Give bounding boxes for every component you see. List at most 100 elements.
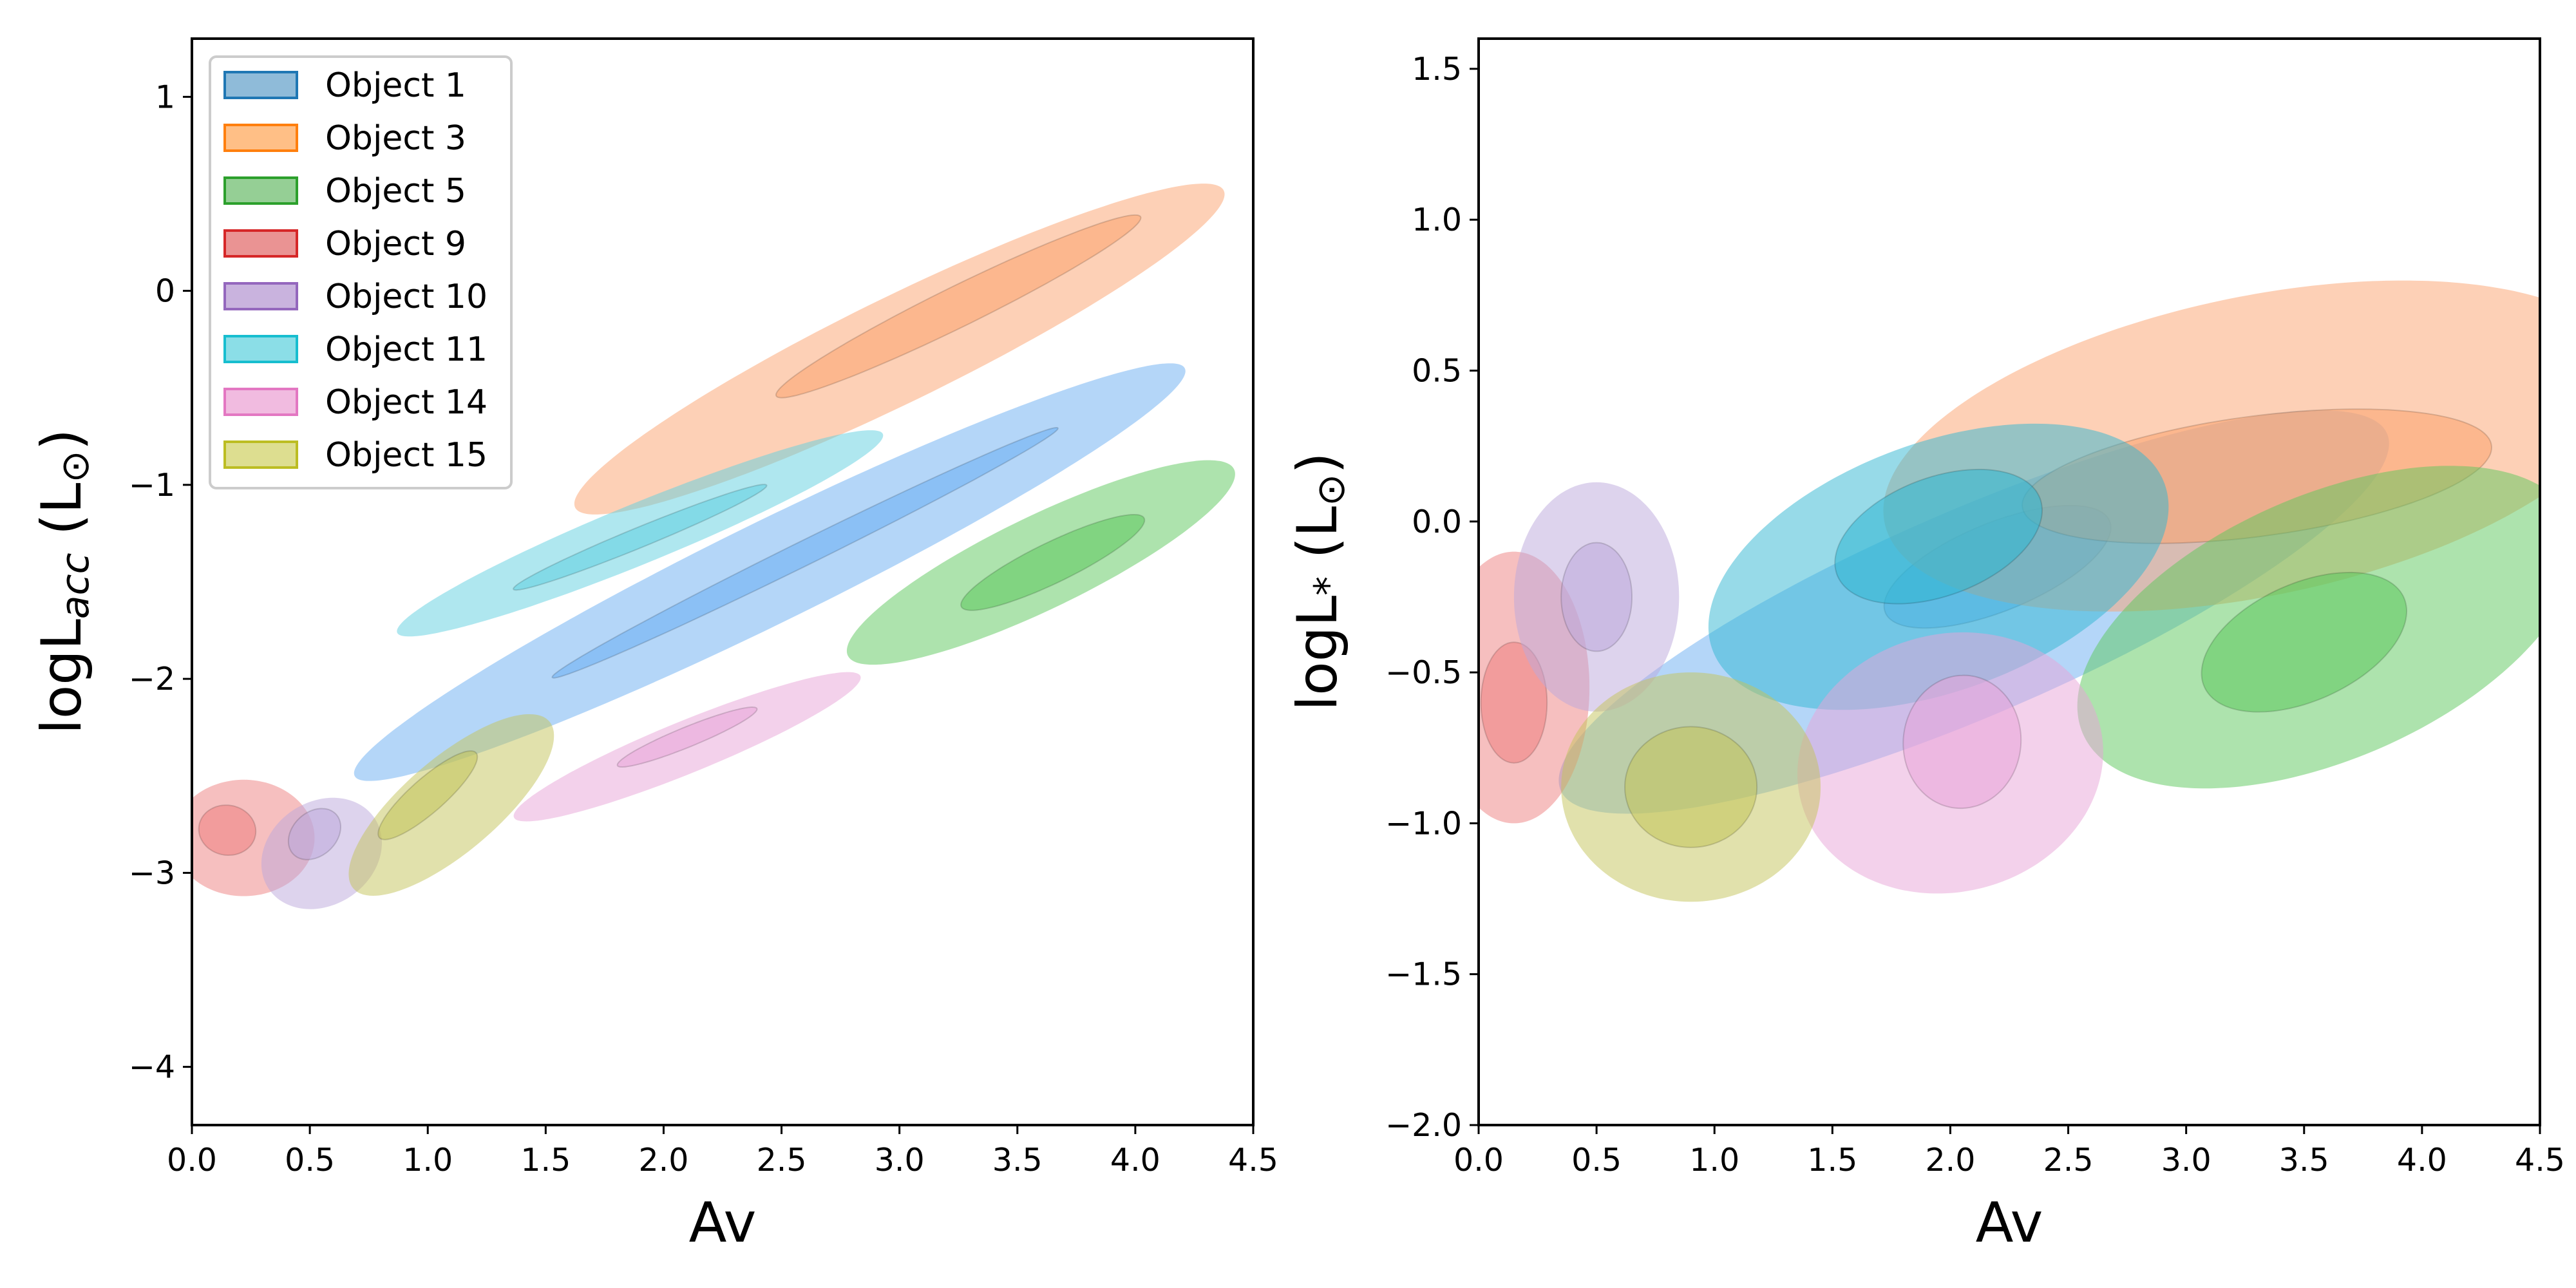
legend-label: Object 15 xyxy=(325,436,488,475)
series-object-5 xyxy=(846,460,1235,665)
y-tick-label: −1 xyxy=(129,467,175,504)
series-object-11 xyxy=(397,430,884,637)
y-tick-label: −1.5 xyxy=(1385,956,1462,993)
series-object-14 xyxy=(513,672,861,822)
x-tick-label: 1.5 xyxy=(520,1142,571,1179)
contour-inner-object-14 xyxy=(1902,674,2022,810)
series-object-14 xyxy=(1797,632,2103,894)
legend-label: Object 14 xyxy=(325,383,488,422)
stellar-luminosity-panel: 0.0 0.5 1.0 1.5 2.0 2.5 3.0 3.5 4.0 4.5 −2.0−1.5−… xyxy=(1285,37,2565,1255)
series-object-15 xyxy=(1561,672,1821,902)
x-ticks: 0.0 0.5 1.0 1.5 2.0 2.5 3.0 3.5 4.0 4.5 xyxy=(167,1125,1278,1179)
y-tick-label: 0.5 xyxy=(1412,352,1462,389)
y-tick-label: −0.5 xyxy=(1385,654,1462,691)
x-tick-label: 0.5 xyxy=(1571,1142,1622,1179)
x-tick-label: 0.5 xyxy=(285,1142,335,1179)
y-tick-label: 1.5 xyxy=(1412,51,1462,88)
y-ticks: −4 −3 −2 −1 0 1 xyxy=(129,79,192,1086)
y-tick-label: 1 xyxy=(155,79,175,115)
x-tick-label: 2.0 xyxy=(638,1142,688,1179)
accretion-luminosity-panel: 0.0 0.5 1.0 1.5 2.0 2.5 3.0 3.5 4.0 4.5 −4 −3 −2 −1 0… xyxy=(30,37,1278,1255)
series-object-10 xyxy=(1513,482,1680,712)
y-tick-label: −1.0 xyxy=(1385,805,1462,842)
legend-item: Object 9 xyxy=(223,225,466,263)
legend-label: Object 10 xyxy=(325,278,488,316)
x-tick-label: 0.0 xyxy=(167,1142,217,1179)
contour-inner-object-10 xyxy=(1560,542,1633,652)
series-object-5 xyxy=(2077,466,2540,789)
legend-item: Object 15 xyxy=(223,436,488,475)
legend-swatch xyxy=(223,440,298,469)
y-tick-label: −2 xyxy=(129,661,175,697)
legend-label: Object 5 xyxy=(325,172,466,211)
legend-swatch xyxy=(223,229,298,258)
contour-inner-object-1 xyxy=(551,426,1059,679)
series-object-3 xyxy=(574,184,1225,515)
x-axis-label: Av xyxy=(1976,1191,2043,1255)
legend-label: Object 1 xyxy=(325,66,466,105)
contour-inner-object-11 xyxy=(1834,468,2043,605)
x-tick-label: 4.5 xyxy=(2515,1142,2565,1179)
legend-swatch xyxy=(223,124,298,152)
x-tick-label: 3.5 xyxy=(2279,1142,2329,1179)
y-tick-label: 0 xyxy=(155,273,175,310)
x-ticks: 0.0 0.5 1.0 1.5 2.0 2.5 3.0 3.5 4.0 4.5 xyxy=(1454,1125,2565,1179)
legend-label: Object 9 xyxy=(325,225,466,263)
contour-inner-object-11 xyxy=(513,484,768,591)
contour-inner-object-15 xyxy=(377,750,478,840)
y-ticks: −2.0 −1.5 −1.0 −0.5 0.0 0.5 1.0 1.5 xyxy=(1385,51,1479,1144)
x-tick-label: 2.0 xyxy=(1925,1142,1975,1179)
legend-swatch xyxy=(223,71,298,99)
x-tick-label: 4.5 xyxy=(1228,1142,1278,1179)
legend-item: Object 1 xyxy=(223,66,466,105)
contour-inner-object-15 xyxy=(1624,726,1758,848)
y-axis-label: logL* (L⊙) xyxy=(1285,452,1354,711)
series-object-9 xyxy=(1479,551,1590,824)
y-axis-label: logLacc (L⊙) xyxy=(30,429,98,734)
legend-item: Object 5 xyxy=(223,172,466,211)
x-tick-label: 1.0 xyxy=(402,1142,453,1179)
x-tick-label: 1.0 xyxy=(1689,1142,1739,1179)
x-tick-label: 1.5 xyxy=(1807,1142,1857,1179)
contour-inner-object-5 xyxy=(960,513,1146,611)
y-tick-label: 1.0 xyxy=(1412,202,1462,238)
legend-item: Object 11 xyxy=(223,330,488,369)
x-tick-label: 2.5 xyxy=(2043,1142,2094,1179)
legend-label: Object 11 xyxy=(325,330,488,369)
contour-inner-object-14 xyxy=(616,706,758,768)
legend-item: Object 10 xyxy=(223,278,488,316)
legend-swatch xyxy=(223,335,298,363)
contour-layer xyxy=(1479,280,2540,902)
x-tick-label: 2.5 xyxy=(757,1142,807,1179)
x-tick-label: 3.5 xyxy=(992,1142,1043,1179)
x-axis-label: Av xyxy=(689,1191,757,1255)
legend-item: Object 14 xyxy=(223,383,488,422)
legend-items: Object 1 Object 3 Object 5 Object 9 Object 1… xyxy=(223,66,488,475)
contour-inner-object-10 xyxy=(287,808,342,860)
legend-label: Object 3 xyxy=(325,119,466,158)
x-tick-label: 4.0 xyxy=(2397,1142,2447,1179)
y-tick-label: −3 xyxy=(129,855,175,891)
x-tick-label: 4.0 xyxy=(1110,1142,1160,1179)
legend: Object 1 Object 3 Object 5 Object 9 Object 1… xyxy=(209,55,513,489)
y-tick-label: −4 xyxy=(129,1049,175,1086)
legend-swatch xyxy=(223,176,298,205)
legend-frame xyxy=(209,55,513,489)
x-tick-label: 0.0 xyxy=(1454,1142,1504,1179)
x-tick-label: 3.0 xyxy=(2161,1142,2211,1179)
axes-frame xyxy=(191,37,1255,1126)
y-tick-label: −2.0 xyxy=(1385,1107,1462,1144)
contour-layer xyxy=(192,184,1235,909)
series-object-11 xyxy=(1708,423,2169,710)
legend-swatch xyxy=(223,388,298,416)
contour-outer-object-15 xyxy=(348,714,554,896)
contour-inner-object-3 xyxy=(775,214,1142,399)
axes-frame xyxy=(1477,37,2541,1126)
y-tick-label: 0.0 xyxy=(1412,504,1462,540)
series-object-1 xyxy=(354,363,1186,781)
x-tick-label: 3.0 xyxy=(875,1142,925,1179)
contour-inner-object-5 xyxy=(2201,571,2408,713)
legend-item: Object 3 xyxy=(223,119,466,158)
legend-swatch xyxy=(223,282,298,310)
